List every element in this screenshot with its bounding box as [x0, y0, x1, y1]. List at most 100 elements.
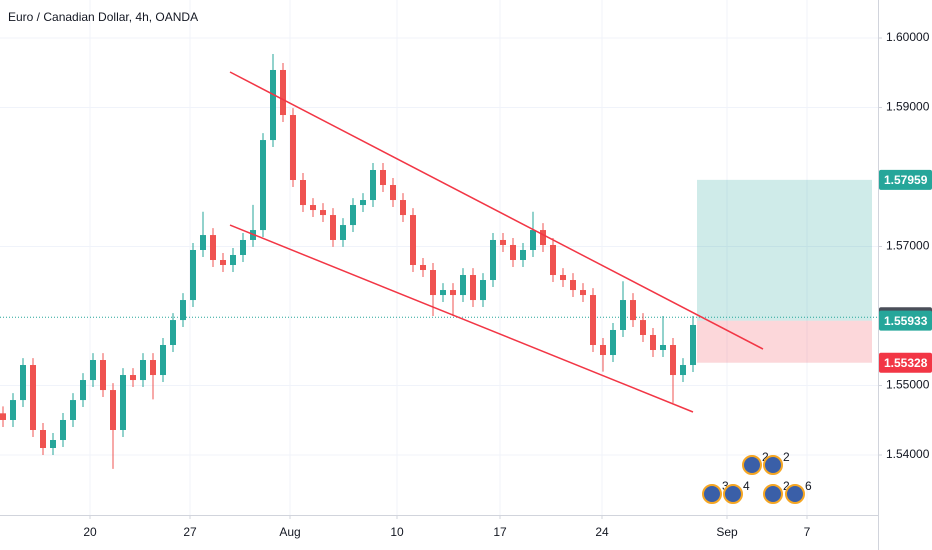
candle-body [230, 254, 236, 266]
event-count: 2 [762, 450, 769, 464]
price-tag [879, 169, 932, 190]
candle-body [410, 215, 416, 266]
candle-body [470, 275, 476, 301]
candle-body [530, 230, 536, 250]
candle-body [430, 270, 436, 296]
candle-body [0, 413, 6, 420]
candle-body [360, 200, 366, 206]
candle-body [400, 200, 406, 216]
candle-body [620, 300, 626, 330]
y-tick-label: 1.55000 [886, 378, 930, 392]
candle-body [150, 360, 156, 376]
candle-body [180, 300, 186, 321]
candle-body [310, 205, 316, 211]
candle-body [590, 295, 596, 346]
candle-body [240, 239, 246, 255]
event-icon [742, 455, 762, 475]
trendline [229, 71, 764, 350]
candle-body [90, 360, 96, 381]
candle-body [200, 235, 206, 250]
candle-body [580, 290, 586, 296]
loss-zone [697, 320, 872, 363]
price-tag-label: 1.55328 [884, 356, 928, 370]
y-tick-label: 1.60000 [886, 30, 930, 44]
candle-body [60, 419, 66, 441]
candle-body [480, 280, 486, 301]
candle-body [130, 375, 136, 381]
x-tick-label: 27 [183, 525, 197, 539]
candle-body [540, 230, 546, 245]
x-tick-label: Sep [716, 525, 738, 539]
candle-body [80, 380, 86, 401]
candle-body [660, 345, 666, 351]
candle-body [330, 215, 336, 240]
event-count: 2 [783, 479, 790, 493]
event-icon [763, 455, 783, 475]
candle-body [160, 345, 166, 376]
candle-body [610, 329, 616, 356]
profit-zone [697, 179, 872, 321]
candle-body [210, 235, 216, 261]
price-tag-label: 1.57959 [884, 173, 928, 187]
candle-body [490, 239, 496, 281]
price-tag-label: 1.55933 [884, 314, 928, 328]
event-count: 3 [722, 479, 729, 493]
price-tag [879, 310, 932, 331]
candle-body [390, 185, 396, 201]
x-tick-label: 7 [804, 525, 811, 539]
candle-body [170, 320, 176, 346]
candle-body [70, 400, 76, 420]
candle-body [570, 280, 576, 291]
candle-body [100, 360, 106, 391]
y-tick-label: 1.54000 [886, 447, 930, 461]
event-icon [763, 484, 783, 504]
candle-body [560, 275, 566, 281]
candle-body [350, 205, 356, 226]
event-count: 4 [743, 479, 750, 493]
event-count: 6 [805, 479, 812, 493]
x-tick-label: Aug [279, 525, 300, 539]
x-tick-label: 20 [83, 525, 97, 539]
x-tick-label: 10 [390, 525, 404, 539]
candle-body [460, 275, 466, 296]
candle-body [640, 320, 646, 335]
y-tick-label: 1.57000 [886, 239, 930, 253]
candle-body [50, 440, 56, 449]
candle-body [140, 360, 146, 381]
candle-body [510, 244, 516, 261]
event-count: 2 [783, 450, 790, 464]
candle-body [220, 260, 226, 266]
candle-body [290, 115, 296, 181]
candle-body [600, 345, 606, 356]
price-tag [879, 352, 932, 373]
candle-body [20, 365, 26, 401]
event-icon [702, 484, 722, 504]
candle-body [10, 400, 16, 420]
candle-body [440, 290, 446, 296]
candle-body [670, 345, 676, 376]
candle-body [500, 239, 506, 245]
candle-body [260, 140, 266, 231]
candle-body [110, 390, 116, 431]
candle-body [300, 180, 306, 206]
candle-body [520, 249, 526, 261]
event-icon [723, 484, 743, 504]
candle-body [30, 365, 36, 431]
candle-body [320, 210, 326, 216]
x-tick-label: 24 [595, 525, 609, 539]
event-icon [785, 484, 805, 504]
candle-body [690, 324, 696, 366]
candle-body [380, 169, 386, 186]
candle-body [190, 249, 196, 301]
candle-body [680, 365, 686, 376]
candle-body [120, 375, 126, 431]
candle-body [280, 69, 286, 116]
candle-body [450, 290, 456, 296]
trendline [229, 224, 694, 413]
candle-body [40, 430, 46, 449]
candle-body [420, 265, 426, 271]
y-tick-label: 1.59000 [886, 100, 930, 114]
candle-body [340, 225, 346, 240]
candle-body [270, 69, 276, 141]
